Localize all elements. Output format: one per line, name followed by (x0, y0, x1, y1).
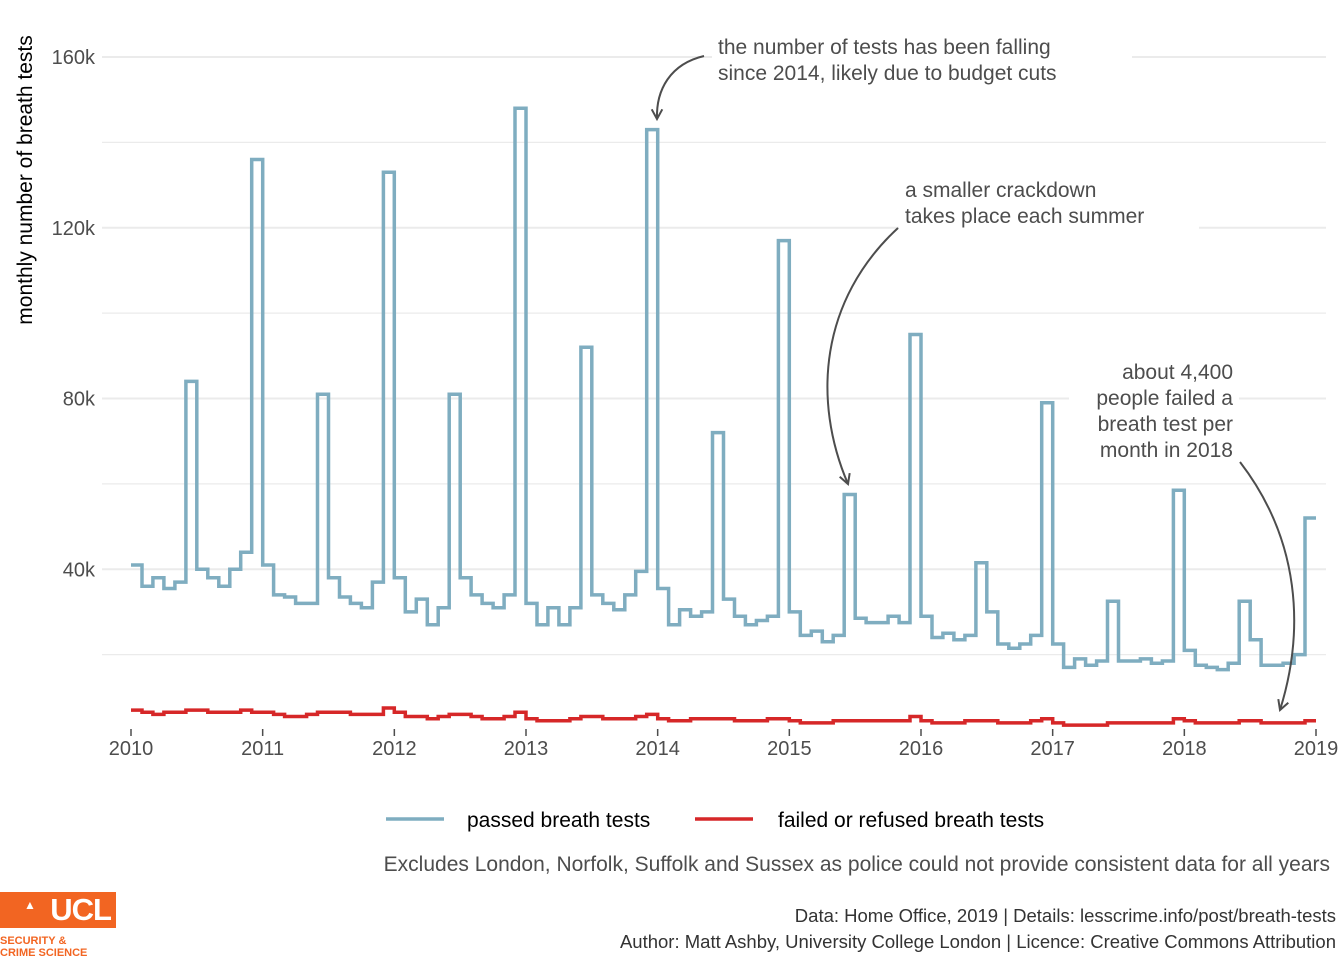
x-tick-label: 2018 (1162, 738, 1207, 760)
y-axis-title: monthly number of breath tests (14, 35, 37, 324)
ucl-logo: ▲ UCL SECURITY & CRIME SCIENCE (0, 892, 118, 959)
annotation-text: about 4,400 (1122, 361, 1233, 384)
x-tick-label: 2017 (1030, 738, 1075, 760)
x-tick-label: 2012 (372, 738, 417, 760)
legend-item-passed-label: passed breath tests (467, 809, 650, 832)
annotation-text: the number of tests has been falling (718, 36, 1051, 59)
annotation-background (712, 32, 1132, 90)
annotation-text: a smaller crackdown (905, 179, 1096, 202)
legend: passed breath tests failed or refused bre… (386, 809, 1044, 832)
annotation-arrow (655, 55, 705, 120)
data-lines (131, 106, 1316, 727)
x-tick-label: 2016 (899, 738, 944, 760)
x-tick-label: 2015 (767, 738, 812, 760)
legend-item-failed-label: failed or refused breath tests (778, 809, 1044, 832)
annotation-arrow (1239, 461, 1296, 711)
x-tick-label: 2013 (504, 738, 549, 760)
credits: Data: Home Office, 2019 | Details: lessc… (620, 903, 1336, 955)
x-tick-label: 2010 (109, 738, 154, 760)
arrowhead (839, 472, 851, 486)
x-axis-ticks: 2010 2011 2012 2013 2014 2015 2016 2017 2018 2019 (109, 729, 1339, 760)
logo-text: UCL (50, 892, 112, 927)
annotation-background (899, 175, 1199, 233)
x-tick-label: 2014 (635, 738, 680, 760)
credits-author-line: Author: Matt Ashby, University College L… (619, 931, 1336, 952)
arrowhead (1277, 698, 1289, 712)
passed-tests-line (131, 106, 1316, 672)
logo-subtitle-line2: CRIME SCIENCE (0, 947, 88, 959)
logo-subtitle-line1: SECURITY & (0, 935, 67, 947)
annotation-text: takes place each summer (905, 205, 1144, 228)
annotation-text: month in 2018 (1100, 439, 1233, 462)
annotation-text: breath test per (1098, 413, 1233, 436)
logo-box: ▲ UCL (0, 892, 116, 928)
chart-caption: Excludes London, Norfolk, Suffolk and Su… (383, 853, 1330, 876)
y-tick-label: 120k (52, 218, 96, 240)
y-tick-label: 80k (63, 389, 96, 411)
annotation-text: since 2014, likely due to budget cuts (718, 62, 1057, 85)
portico-icon: ▲ (24, 898, 36, 912)
y-axis-ticks: 40k 80k 120k 160k (52, 47, 96, 581)
annotations: the number of tests has been falling sinc… (650, 32, 1296, 712)
annotation-arrow (826, 227, 899, 485)
y-tick-label: 160k (52, 47, 96, 69)
x-tick-label: 2019 (1294, 738, 1339, 760)
annotation-text: people failed a (1096, 387, 1233, 410)
failed-tests-line (131, 706, 1316, 727)
logo-subtitle: SECURITY & CRIME SCIENCE (0, 935, 87, 959)
annotation-background (1069, 357, 1239, 467)
y-tick-label: 40k (63, 559, 96, 581)
arrowhead (650, 108, 664, 122)
credits-data-line: Data: Home Office, 2019 | Details: lessc… (794, 905, 1336, 926)
x-tick-label: 2011 (241, 738, 284, 760)
